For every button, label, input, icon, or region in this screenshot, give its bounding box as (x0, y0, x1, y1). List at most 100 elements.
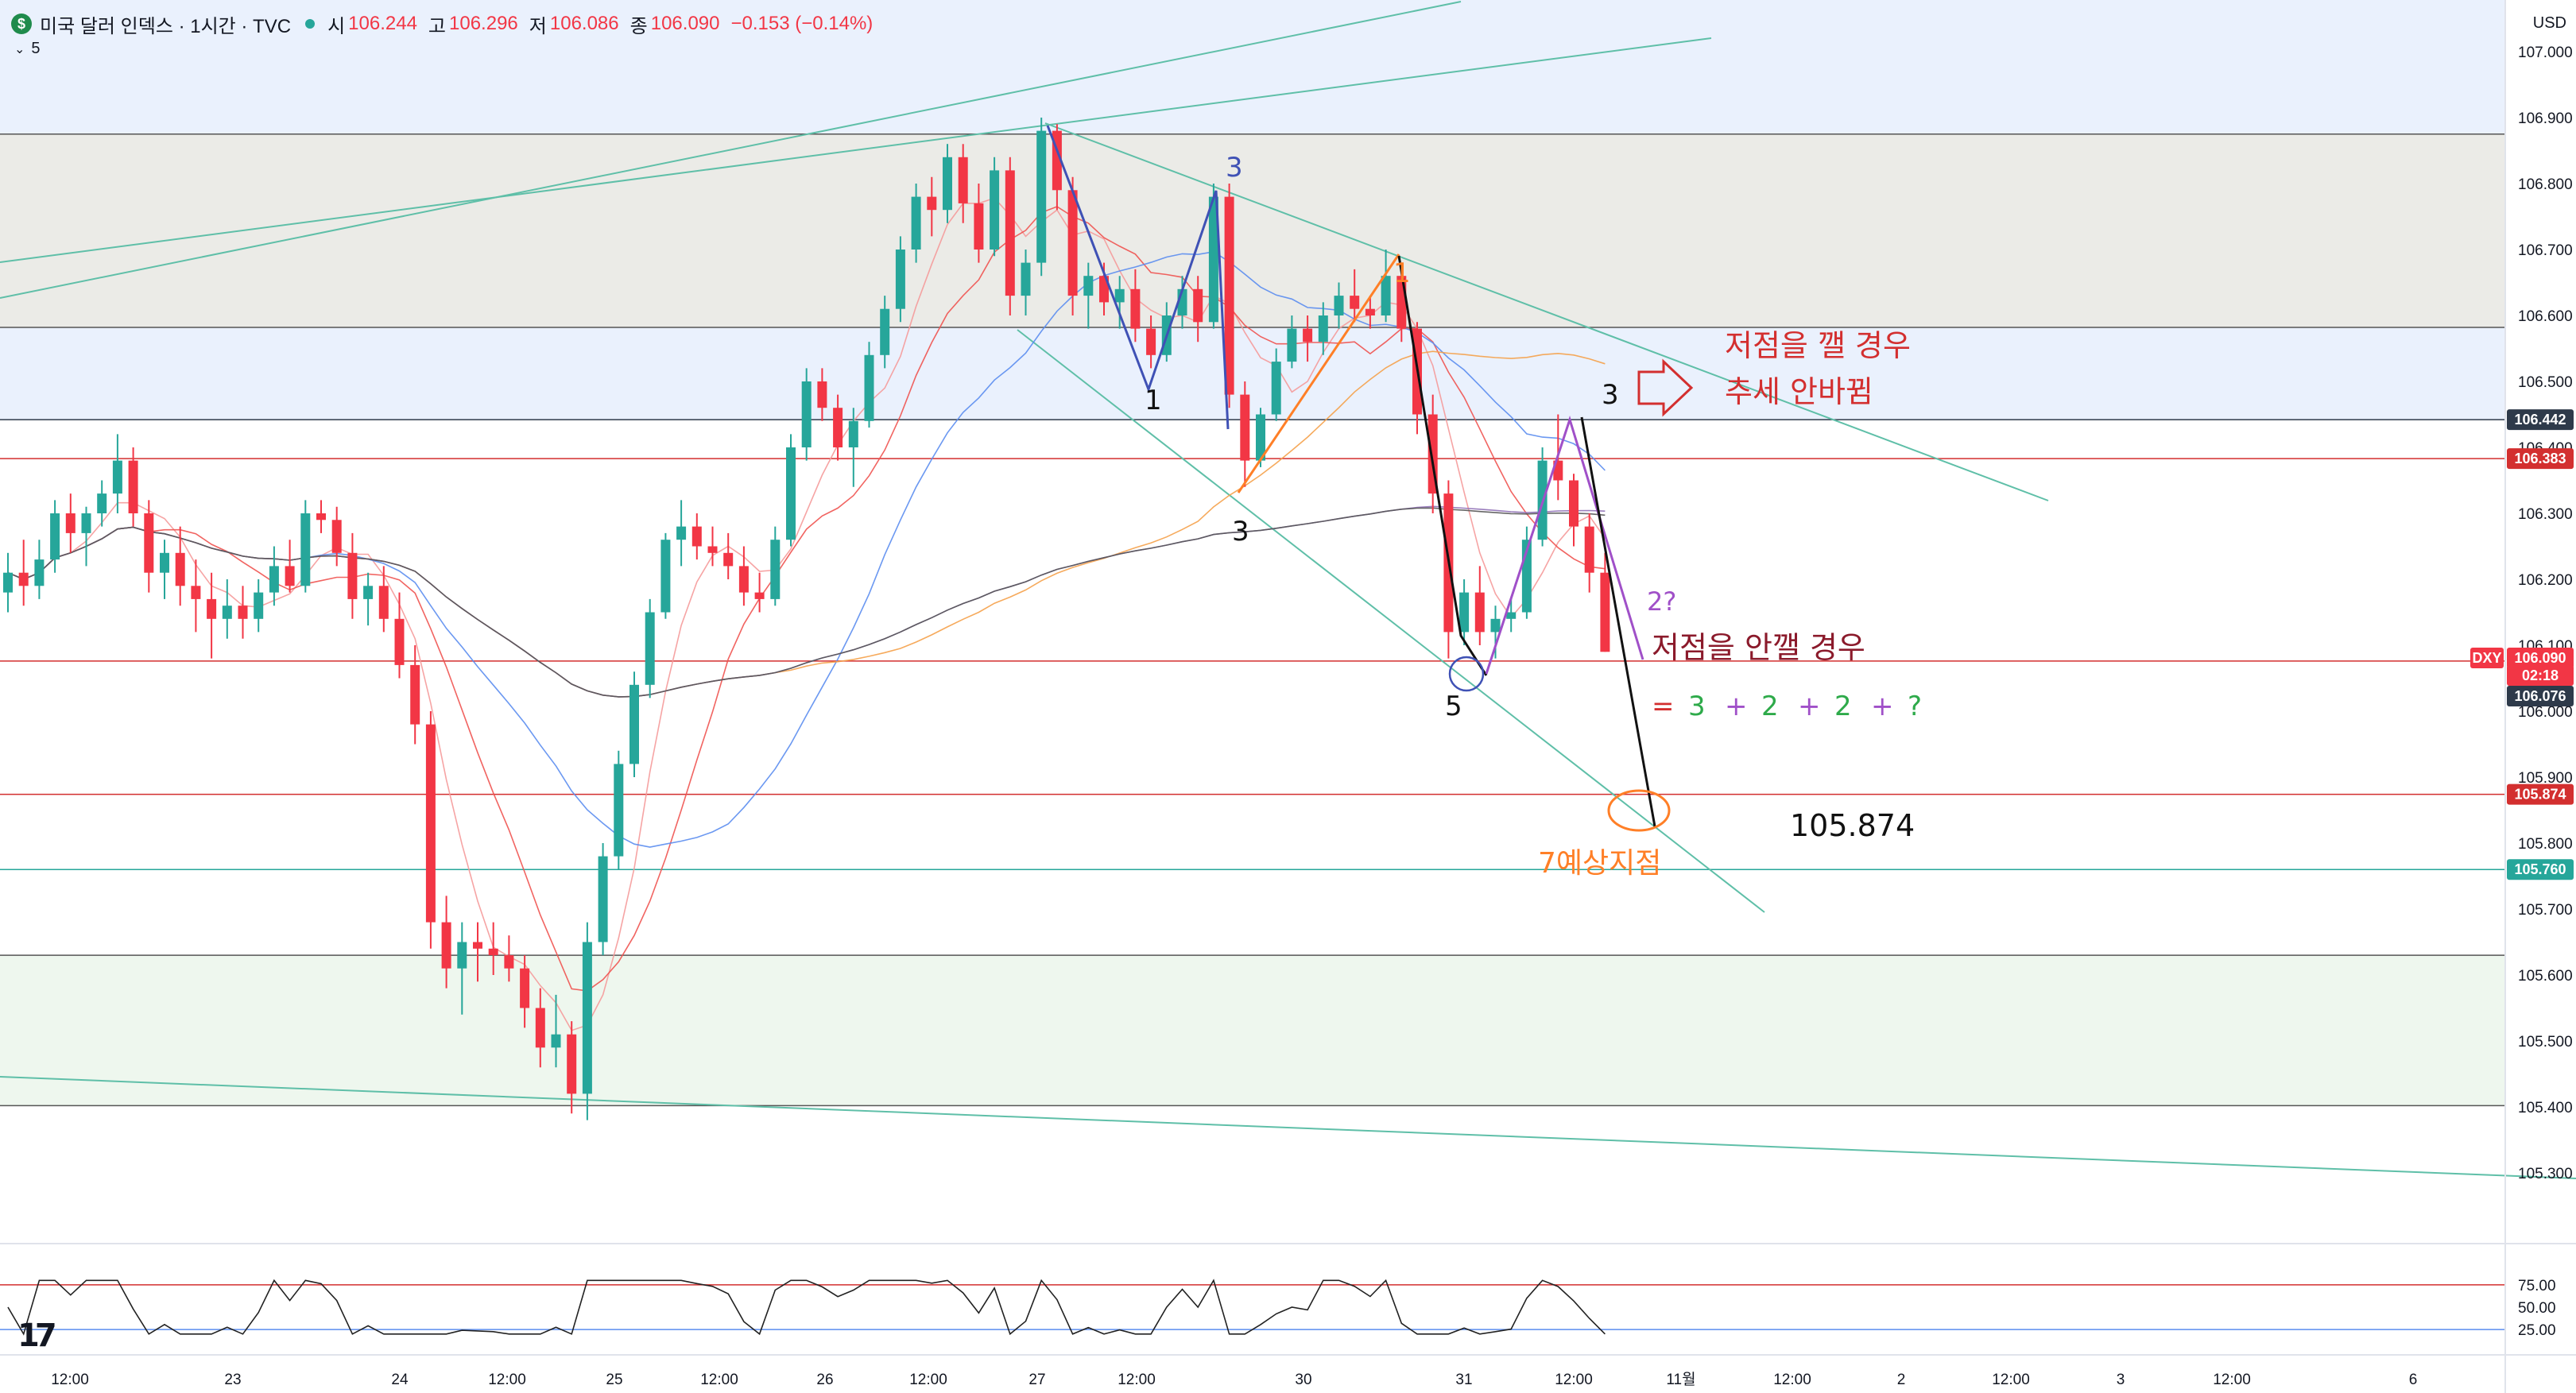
candle-body[interactable] (801, 381, 812, 447)
candle-body[interactable] (1287, 328, 1297, 362)
candle-body[interactable] (160, 552, 169, 573)
price-tag[interactable] (2507, 859, 2574, 880)
candle-body[interactable] (1256, 414, 1265, 461)
candle-body[interactable] (520, 968, 530, 1008)
candle-body[interactable] (833, 408, 843, 447)
candle-body[interactable] (614, 764, 624, 857)
candle-body[interactable] (1036, 130, 1047, 263)
candle-body[interactable] (660, 540, 671, 613)
candle-body[interactable] (65, 513, 76, 533)
candle-body[interactable] (676, 526, 687, 540)
candle-body[interactable] (285, 566, 295, 586)
candle-body[interactable] (1506, 612, 1517, 619)
candle-body[interactable] (300, 513, 311, 586)
candle-body[interactable] (645, 612, 655, 685)
candle-body[interactable] (1381, 276, 1391, 315)
candle-body[interactable] (707, 546, 718, 553)
candle-body[interactable] (347, 552, 358, 599)
candle-body[interactable] (1459, 592, 1470, 633)
candle-body[interactable] (1130, 288, 1141, 329)
candle-body[interactable] (50, 513, 60, 560)
candle-body[interactable] (1193, 288, 1203, 323)
candle-body[interactable] (191, 586, 201, 599)
candle-body[interactable] (378, 586, 389, 619)
candle-body[interactable] (112, 460, 122, 494)
candle-body[interactable] (504, 955, 514, 969)
candle-body[interactable] (1067, 190, 1078, 296)
candle-body[interactable] (974, 203, 984, 250)
indicator-toggle[interactable]: ⌄ 5 (14, 40, 41, 58)
candle-body[interactable] (598, 856, 608, 942)
candle-body[interactable] (770, 540, 781, 599)
candle-body[interactable] (1271, 362, 1281, 415)
candle-body[interactable] (754, 592, 765, 599)
candle-body[interactable] (629, 684, 639, 764)
candle-body[interactable] (880, 308, 890, 355)
candle-body[interactable] (1569, 480, 1579, 527)
price-tag[interactable] (2507, 665, 2574, 686)
candle-body[interactable] (144, 513, 154, 573)
candle-body[interactable] (441, 922, 451, 969)
candle-body[interactable] (786, 447, 796, 540)
price-tag[interactable] (2507, 409, 2574, 431)
candle-body[interactable] (457, 942, 467, 969)
candle-body[interactable] (1208, 196, 1218, 323)
candle-body[interactable] (1005, 170, 1015, 296)
symbol-title[interactable]: 미국 달러 인덱스 · 1시간 · TVC (40, 15, 292, 37)
candle-body[interactable] (582, 942, 592, 1094)
candle-body[interactable] (1146, 328, 1156, 355)
candle-body[interactable] (473, 942, 482, 949)
candle-body[interactable] (425, 724, 436, 923)
candle-body[interactable] (1365, 308, 1375, 315)
candle-body[interactable] (927, 196, 937, 211)
candle-body[interactable] (97, 493, 107, 513)
currency-label[interactable]: USD (2532, 14, 2566, 32)
candle-body[interactable] (1334, 296, 1344, 315)
candle-body[interactable] (1303, 328, 1313, 342)
candle-body[interactable] (738, 566, 749, 593)
candle-body[interactable] (331, 520, 342, 553)
candle-body[interactable] (723, 552, 734, 567)
candle-body[interactable] (207, 598, 217, 619)
candle-body[interactable] (238, 606, 248, 619)
candle-body[interactable] (316, 513, 326, 520)
price-tag[interactable] (2507, 784, 2574, 805)
candle-body[interactable] (1083, 276, 1094, 296)
candle-body[interactable] (1318, 315, 1328, 342)
candle-body[interactable] (1114, 288, 1125, 303)
candle-body[interactable] (128, 460, 138, 513)
candle-body[interactable] (551, 1034, 561, 1048)
candle-body[interactable] (1350, 296, 1360, 309)
candle-body[interactable] (254, 592, 264, 619)
candle-body[interactable] (817, 381, 827, 408)
candle-body[interactable] (911, 196, 921, 250)
price-tag[interactable] (2507, 686, 2574, 706)
candle-body[interactable] (691, 526, 702, 547)
candle-body[interactable] (1584, 526, 1594, 573)
candle-body[interactable] (222, 606, 232, 619)
candle-body[interactable] (864, 354, 874, 421)
candle-body[interactable] (943, 157, 952, 211)
candle-body[interactable] (1600, 572, 1610, 652)
candle-body[interactable] (175, 552, 185, 586)
candle-body[interactable] (567, 1034, 577, 1094)
candle-body[interactable] (81, 513, 91, 533)
candle-body[interactable] (535, 1008, 545, 1048)
candle-body[interactable] (1224, 196, 1234, 395)
candle-body[interactable] (1240, 394, 1250, 461)
candle-body[interactable] (1021, 262, 1031, 296)
candle-body[interactable] (394, 618, 405, 665)
candle-body[interactable] (18, 572, 29, 586)
tradingview-logo[interactable]: 17 (17, 1318, 57, 1354)
candle-body[interactable] (848, 420, 858, 447)
price-tag[interactable] (2470, 648, 2504, 668)
candle-body[interactable] (895, 250, 905, 309)
price-tag[interactable] (2507, 648, 2574, 668)
price-tag[interactable] (2507, 448, 2574, 470)
candle-body[interactable] (1490, 618, 1501, 633)
candle-body[interactable] (3, 572, 13, 593)
candle-body[interactable] (990, 170, 1000, 250)
candle-body[interactable] (1474, 592, 1485, 633)
candle-body[interactable] (269, 566, 279, 593)
